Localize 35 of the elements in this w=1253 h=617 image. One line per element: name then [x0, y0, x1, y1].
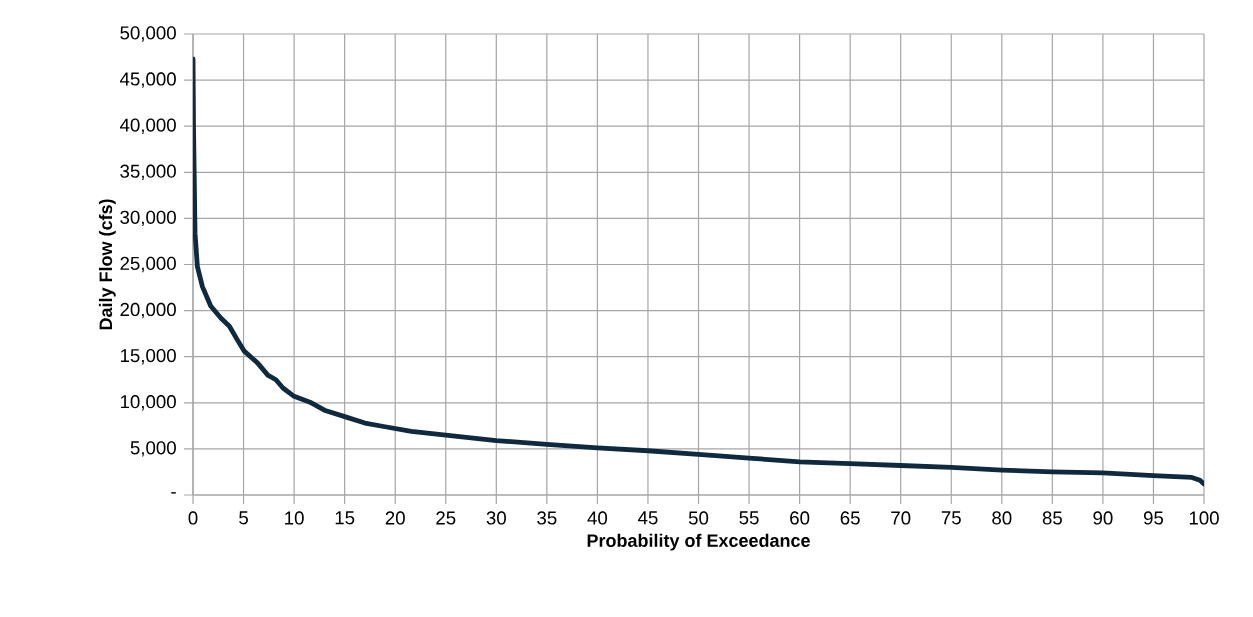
x-tick-label: 75: [941, 511, 961, 525]
x-tick-label: 45: [637, 511, 658, 525]
y-tick-label: -: [171, 492, 176, 494]
y-tick-label: 10,000: [120, 395, 176, 411]
line-series: [193, 56, 1204, 487]
y-tick-label: 40,000: [119, 118, 176, 134]
x-tick-label: 30: [486, 511, 506, 525]
x-tick-label: 55: [739, 511, 759, 525]
x-tick-label: 40: [587, 511, 608, 525]
x-tick-label: 10: [285, 511, 304, 525]
y-tick-label: 15,000: [120, 348, 176, 365]
y-tick-label: 20,000: [120, 302, 176, 319]
y-tick-label: 50,000: [120, 26, 176, 42]
x-tick-label: 85: [1042, 511, 1062, 525]
x-tick-label: 95: [1143, 511, 1164, 525]
x-tick-label: 65: [840, 511, 860, 525]
x-tick-label: 20: [385, 511, 405, 525]
x-tick-label: 0: [188, 511, 198, 525]
y-tick-label: 35,000: [120, 164, 176, 180]
x-axis-title: Probability of Exceedance: [587, 533, 810, 551]
x-tick-label: 80: [992, 511, 1012, 525]
y-tick-label: 30,000: [120, 210, 176, 227]
x-tick-label: 100: [1189, 511, 1219, 525]
x-tick-label: 90: [1093, 511, 1113, 525]
y-tick-label: 45,000: [119, 72, 176, 88]
y-tick-label: 5,000: [130, 441, 176, 457]
x-tick-label: 15: [335, 511, 355, 525]
x-tick-label: 5: [239, 511, 248, 525]
y-tick-label: 25,000: [120, 256, 176, 273]
y-axis-title: Daily Flow (cfs): [98, 199, 116, 330]
x-tick-label: 25: [436, 511, 456, 525]
x-tick-label: 60: [790, 511, 810, 525]
x-tick-label: 35: [537, 511, 557, 525]
x-tick-label: 70: [891, 511, 911, 525]
x-tick-label: 50: [688, 511, 709, 525]
